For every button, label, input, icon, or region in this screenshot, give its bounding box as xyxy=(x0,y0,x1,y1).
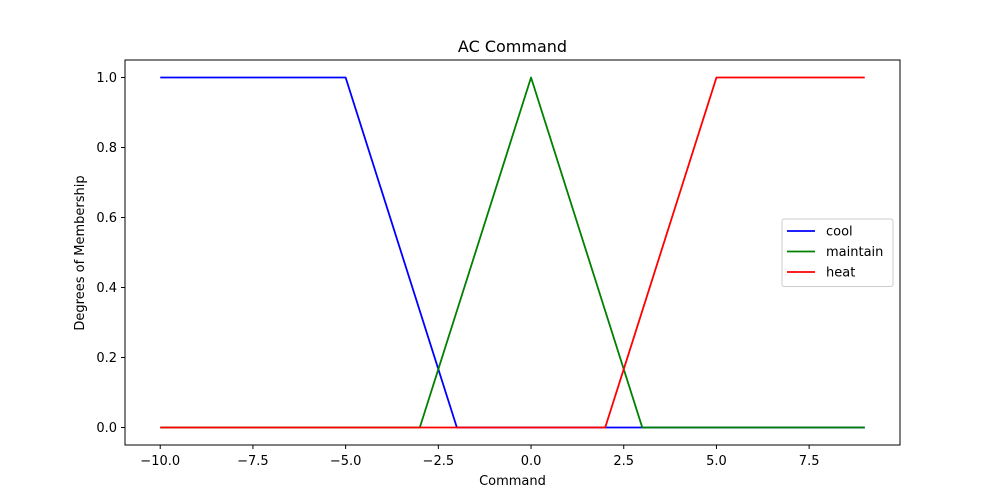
y-axis-title: Degrees of Membership xyxy=(73,175,88,330)
legend-label-heat: heat xyxy=(826,266,855,281)
series-line-maintain xyxy=(160,76,865,429)
x-tick-label: 0.0 xyxy=(521,454,542,469)
x-tick-label: 5.0 xyxy=(706,454,727,469)
y-tick-label: 0.8 xyxy=(96,141,117,156)
series-line-heat xyxy=(160,76,865,429)
x-tick-label: 7.5 xyxy=(799,454,820,469)
x-tick-label: −10.0 xyxy=(140,454,180,469)
chart-title: AC Command xyxy=(458,37,567,56)
y-tick-label: 0.6 xyxy=(96,211,117,226)
legend-label-maintain: maintain xyxy=(826,245,883,260)
legend-box xyxy=(781,218,894,287)
x-tick-label: −2.5 xyxy=(423,454,455,469)
legend: cool maintain heat xyxy=(781,218,894,287)
x-axis-title: Command xyxy=(479,474,546,489)
x-tick-label: −5.0 xyxy=(330,454,362,469)
y-tick-label: 0.2 xyxy=(96,351,117,366)
legend-label-cool: cool xyxy=(826,225,853,240)
series-layer xyxy=(160,76,865,429)
x-tick-label: 2.5 xyxy=(613,454,634,469)
x-tick-label: −7.5 xyxy=(237,454,269,469)
plot-frame xyxy=(124,59,901,446)
series-line-cool xyxy=(160,76,865,429)
ticks-layer: −10.0 −7.5 −5.0 −2.5 0.0 2.5 5.0 7.5 0.0 0.2 0.4 0.… xyxy=(96,71,819,469)
y-tick-label: 0.4 xyxy=(96,281,117,296)
y-tick-label: 0.0 xyxy=(96,421,117,436)
y-tick-label: 1.0 xyxy=(96,71,117,86)
